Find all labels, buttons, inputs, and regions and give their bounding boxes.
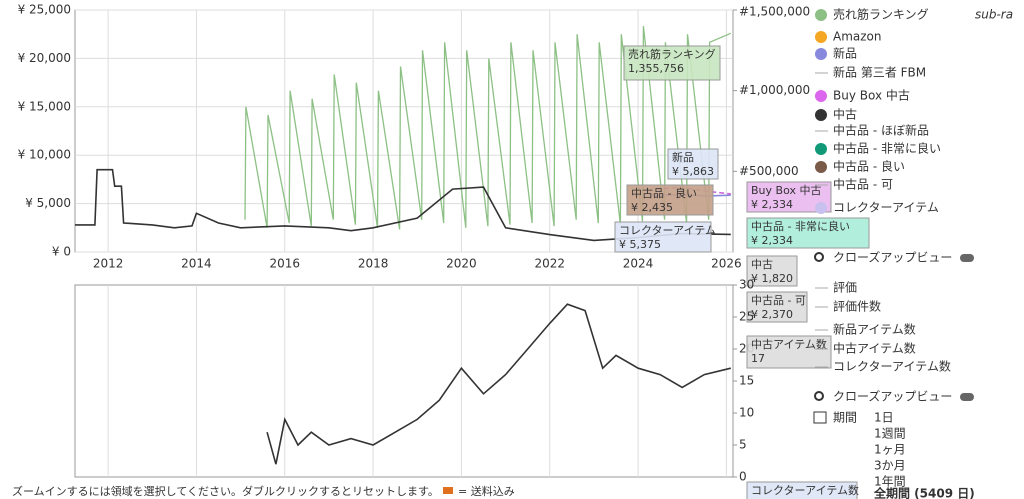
- legend-label[interactable]: 中古品 - 可: [833, 177, 893, 192]
- legend-label[interactable]: 売れ筋ランキング: [833, 7, 929, 22]
- tooltip-label: 売れ筋ランキング: [628, 47, 716, 61]
- x-tick-label: 2018: [358, 257, 389, 271]
- series-line: [266, 303, 731, 465]
- truck-icon: [443, 487, 453, 494]
- y-tick-label: 15: [739, 374, 754, 388]
- legend-label[interactable]: 中古品 - 良い: [833, 159, 905, 174]
- toggle[interactable]: [960, 254, 974, 262]
- legend-label[interactable]: 中古品 - 非常に良い: [833, 141, 941, 156]
- legend-label[interactable]: 新品アイテム数: [833, 322, 916, 337]
- y2-tick-label: #500,000: [739, 164, 799, 178]
- range-option[interactable]: 1年間: [874, 475, 906, 489]
- y-tick-label: ¥ 5,000: [25, 196, 71, 210]
- toggle[interactable]: [960, 393, 974, 401]
- legend-dot: [815, 143, 827, 155]
- tooltip-label: 中古品 - 良い: [631, 186, 697, 200]
- legend-dot: [815, 202, 827, 214]
- legend-label[interactable]: 評価: [833, 280, 857, 295]
- y-tick-label: 25: [739, 310, 754, 324]
- legend-dot: [815, 109, 827, 121]
- period-label: 期間: [833, 411, 857, 425]
- y-tick-label: 30: [739, 278, 754, 292]
- tooltip: [667, 148, 719, 180]
- shipping-note: = 送料込み: [458, 484, 515, 498]
- y-tick-label: ¥ 25,000: [18, 3, 71, 17]
- tooltip-value: ¥ 2,370: [751, 308, 793, 321]
- tooltip: [623, 45, 721, 81]
- legend-dot: [815, 48, 827, 60]
- tooltip-label: 中古品 - 非常に良い: [751, 219, 850, 233]
- closeup-label[interactable]: クローズアップビュー: [833, 389, 952, 404]
- search-icon: [814, 391, 824, 401]
- legend-label[interactable]: 新品: [833, 46, 857, 61]
- y-tick-label: 0: [739, 470, 747, 484]
- y-tick-label: 10: [739, 406, 754, 420]
- tooltip-label: コレクターアイテム数: [751, 484, 859, 497]
- search-icon: [814, 252, 824, 262]
- legend-label[interactable]: Amazon: [833, 30, 882, 44]
- range-option[interactable]: 1日: [874, 411, 894, 425]
- legend-dot: [815, 31, 827, 43]
- tooltip-value: ¥ 2,334: [751, 198, 793, 211]
- legend-dot: [815, 90, 827, 102]
- x-tick-label: 2016: [269, 257, 300, 271]
- tooltip: [626, 184, 714, 216]
- tooltip-label: 中古: [751, 258, 773, 271]
- x-tick-label: 2014: [181, 257, 212, 271]
- x-tick-label: 2022: [534, 257, 565, 271]
- calendar-icon: [813, 411, 827, 424]
- tooltip-value: ¥ 1,820: [751, 272, 793, 285]
- y-tick-label: ¥ 10,000: [18, 148, 71, 162]
- plot-frame: [74, 284, 734, 478]
- hint: ズームインするには領域を選択してください。ダブルクリックするとリセットします。: [12, 484, 439, 498]
- tooltip-value: ¥ 2,435: [631, 201, 673, 214]
- tooltip-label: 新品: [672, 150, 694, 164]
- legend-label[interactable]: Buy Box 中古: [833, 88, 910, 103]
- tooltip: [746, 217, 870, 249]
- tooltip-label: 中古アイテム数: [751, 338, 827, 351]
- tooltip-value: 1,355,756: [628, 62, 684, 75]
- series-line: [75, 168, 731, 242]
- tooltip-label: Buy Box 中古: [751, 184, 821, 197]
- y-tick-label: ¥ 0: [52, 245, 71, 259]
- range-option[interactable]: 1週間: [874, 427, 906, 441]
- tooltip-value: ¥ 2,334: [751, 234, 793, 247]
- tooltip: [746, 291, 808, 323]
- range-selected[interactable]: 全期間 (5409 日): [873, 486, 975, 499]
- x-tick-label: 2024: [623, 257, 654, 271]
- tooltip: [746, 481, 858, 499]
- legend-label[interactable]: 中古品 - ほぼ新品: [833, 123, 929, 138]
- range-option[interactable]: 1ヶ月: [874, 443, 906, 457]
- series-line: [244, 26, 732, 230]
- tooltip: [746, 335, 832, 369]
- y-tick-label: ¥ 15,000: [18, 99, 71, 113]
- tooltip-value: ¥ 5,375: [619, 238, 661, 251]
- tooltip-label: コレクターアイテム: [619, 224, 716, 237]
- legend-label[interactable]: 中古: [833, 107, 857, 122]
- legend-label[interactable]: コレクターアイテム数: [833, 359, 951, 374]
- tooltip-label: 中古品 - 可: [751, 294, 806, 307]
- legend-label[interactable]: 評価件数: [833, 299, 881, 314]
- legend-label[interactable]: 新品 第三者 FBM: [833, 65, 926, 80]
- y2-tick-label: #1,500,000: [739, 5, 810, 19]
- y2-tick-label: #1,000,000: [739, 83, 810, 97]
- closeup-label[interactable]: クローズアップビュー: [833, 250, 952, 265]
- tooltip-value: ¥ 5,863: [672, 165, 714, 178]
- legend-label[interactable]: コレクターアイテム: [833, 201, 939, 215]
- subrank: sub-ra: [975, 8, 1013, 22]
- y-tick-label: ¥ 20,000: [18, 51, 71, 65]
- range-option[interactable]: 3か月: [874, 459, 906, 473]
- y-tick-label: 5: [739, 438, 747, 452]
- legend-dot: [815, 161, 827, 173]
- x-tick-label: 2012: [93, 257, 124, 271]
- x-tick-label: 2020: [446, 257, 477, 271]
- legend-label[interactable]: 中古アイテム数: [833, 341, 916, 356]
- tooltip: [614, 221, 712, 253]
- tooltip: [746, 255, 798, 287]
- x-tick-label: 2026: [711, 257, 742, 271]
- legend-dot: [815, 9, 827, 21]
- tooltip-value: 17: [751, 352, 765, 365]
